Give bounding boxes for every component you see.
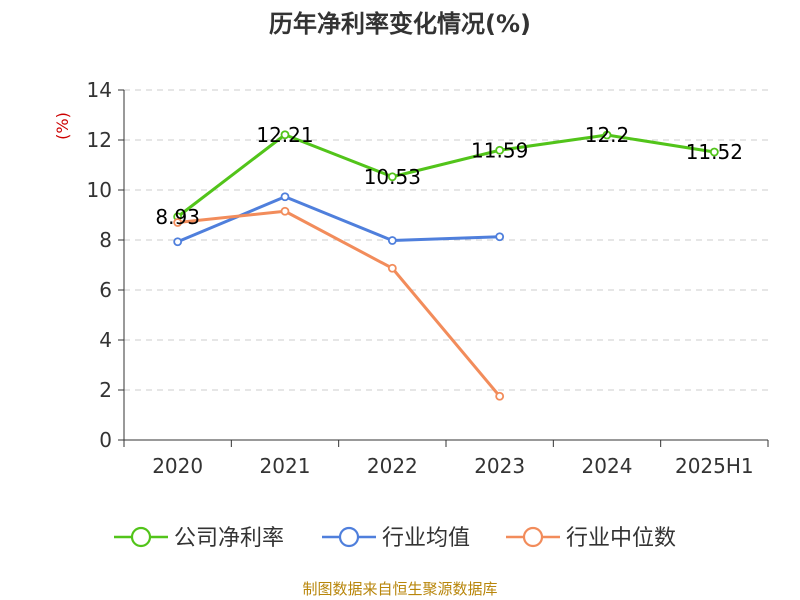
data-point xyxy=(709,147,719,157)
x-tick-label: 2024 xyxy=(582,454,633,478)
data-point xyxy=(495,145,505,155)
data-point xyxy=(280,130,290,140)
chart-title: 历年净利率变化情况(%) xyxy=(269,10,531,38)
data-point xyxy=(280,206,290,216)
data-label: 10.53 xyxy=(364,165,421,189)
series-line-0 xyxy=(176,133,715,218)
legend-marker xyxy=(338,526,360,548)
data-point xyxy=(495,232,505,242)
legend-marker xyxy=(130,526,152,548)
data-point xyxy=(387,172,397,182)
y-tick-label: 6 xyxy=(99,278,112,302)
y-tick-label: 10 xyxy=(87,178,112,202)
legend: 公司净利率 行业均值 行业中位数 xyxy=(114,526,676,551)
x-tick-label: 2023 xyxy=(474,454,525,478)
legend-item: 公司净利率 xyxy=(114,526,284,551)
legend-item: 行业均值 xyxy=(322,526,470,551)
data-label: 11.52 xyxy=(686,140,743,164)
y-tick-label: 8 xyxy=(99,228,112,252)
data-point xyxy=(602,130,612,140)
data-label-layer: 8.93 12.21 10.53 11.59 12.2 11.52 xyxy=(155,123,743,229)
data-point xyxy=(173,218,183,227)
legend-label: 公司净利率 xyxy=(174,526,284,551)
y-axis-label: (%) xyxy=(53,112,72,140)
legend-label: 行业中位数 xyxy=(566,526,676,551)
x-tick-label: 2021 xyxy=(260,454,311,478)
y-tick-label: 0 xyxy=(99,428,112,452)
legend-item: 行业中位数 xyxy=(506,526,676,551)
data-point xyxy=(387,236,397,245)
data-label: 11.59 xyxy=(471,138,528,162)
data-point xyxy=(387,263,397,273)
data-point xyxy=(280,192,290,202)
data-point xyxy=(495,391,505,401)
data-label: 12.2 xyxy=(585,123,630,147)
y-tick-label: 2 xyxy=(99,378,112,402)
data-label: 8.93 xyxy=(155,205,200,229)
source-note: 制图数据来自恒生聚源数据库 xyxy=(302,580,498,598)
series-layer xyxy=(173,130,719,401)
legend-marker xyxy=(522,526,544,548)
x-tick-label: 2025H1 xyxy=(675,454,754,478)
y-tick-label: 14 xyxy=(87,78,112,102)
x-tick-label: 2022 xyxy=(367,454,418,478)
series-line-1 xyxy=(177,195,500,244)
legend-label: 行业均值 xyxy=(382,526,470,551)
series-line-2 xyxy=(177,209,501,398)
y-tick-label: 4 xyxy=(99,328,112,352)
y-tick-label: 12 xyxy=(87,128,112,152)
data-label: 12.21 xyxy=(256,123,313,147)
axis-layer: 0 2 4 6 8 10 12 14 2020 2021 2022 2023 2024 2025H1 xyxy=(87,78,769,478)
data-point xyxy=(173,237,183,247)
x-tick-label: 2020 xyxy=(152,454,203,478)
